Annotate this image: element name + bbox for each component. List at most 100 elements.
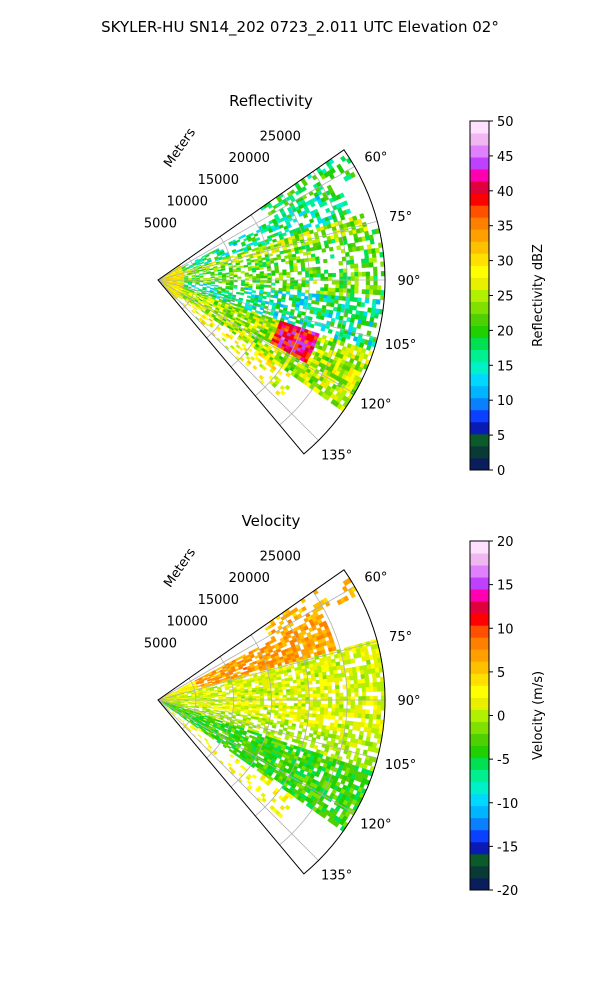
echo-cell [207, 681, 213, 684]
echo-cell [284, 384, 291, 391]
echo-cell [329, 674, 335, 679]
echo-cell [334, 711, 340, 717]
echo-cell [210, 696, 215, 699]
echo-cell [256, 695, 261, 699]
echo-cell [197, 739, 202, 744]
echo-cell [249, 232, 255, 237]
echo-cell [300, 715, 305, 720]
echo-cell [191, 275, 196, 278]
echo-cell [212, 711, 218, 715]
echo-cell [301, 700, 306, 704]
echo-cell [289, 688, 295, 693]
echo-cell [323, 714, 328, 719]
echo-cell [263, 275, 268, 279]
echo-cell [349, 259, 355, 265]
echo-cell [262, 263, 268, 268]
echo-cell [297, 694, 302, 698]
colorbar-swatch [470, 661, 489, 674]
echo-cell [371, 252, 377, 259]
echo-cell [229, 753, 235, 759]
echo-cell [191, 309, 196, 314]
colorbar-swatch [470, 133, 489, 146]
echo-cell [312, 700, 318, 705]
azimuth-tick-label: 60° [364, 151, 387, 166]
echo-cell [327, 273, 333, 278]
echo-cell [319, 710, 325, 715]
echo-cell [316, 290, 321, 295]
echo-cell [305, 280, 310, 284]
echo-cell [312, 273, 318, 278]
echo-cell [197, 684, 202, 688]
colorbar-swatch [470, 457, 489, 471]
echo-cell [274, 689, 280, 694]
echo-cell [312, 703, 318, 708]
echo-cell [359, 245, 365, 251]
echo-cell [316, 700, 321, 705]
echo-cell [259, 280, 265, 283]
echo-cell [323, 686, 329, 691]
echo-cell [342, 684, 348, 690]
echo-cell [244, 250, 249, 255]
echo-cell [365, 293, 370, 299]
colorbar-swatch [470, 613, 489, 626]
colorbar-swatch [470, 589, 489, 602]
echo-cell [252, 280, 257, 283]
echo-cell [248, 696, 253, 699]
echo-cell [250, 259, 255, 263]
echo-cell [311, 713, 317, 718]
echo-cell [380, 271, 385, 277]
echo-cell [342, 708, 348, 713]
echo-cell [199, 694, 204, 696]
azimuth-tick-label: 90° [397, 274, 420, 289]
echo-cell [330, 677, 336, 683]
echo-cell [312, 280, 318, 285]
echo-cell [365, 700, 371, 706]
echo-cell [323, 736, 329, 742]
echo-cell [350, 688, 355, 693]
echo-cell [270, 270, 276, 274]
radial-tick-label: 10000 [167, 195, 208, 210]
echo-cell [373, 271, 378, 277]
echo-cell [285, 260, 290, 265]
echo-cell [172, 698, 178, 700]
echo-cell [259, 275, 265, 279]
azimuth-gridline [157, 279, 378, 340]
echo-cell [346, 700, 352, 706]
colorbar-swatch [470, 601, 489, 614]
echo-cell [229, 703, 234, 706]
echo-cell [247, 291, 253, 295]
echo-cell [327, 685, 332, 691]
echo-cell [375, 719, 381, 725]
echo-cell [197, 733, 202, 738]
echo-cell [350, 272, 355, 277]
echo-cell [327, 714, 332, 720]
echo-cell [199, 698, 204, 700]
echo-cell [373, 285, 378, 291]
echo-cell [336, 245, 342, 251]
echo-cell [221, 268, 226, 271]
echo-cell [282, 269, 287, 273]
echo-cell [284, 255, 289, 259]
echo-cell [229, 273, 234, 276]
colorbar-swatch [470, 145, 489, 158]
echo-cell [352, 305, 358, 311]
echo-cell [335, 685, 340, 690]
echo-cell [305, 690, 310, 695]
echo-cell [305, 270, 310, 275]
echo-cell [327, 689, 333, 694]
echo-cell [217, 287, 222, 290]
echo-cell [369, 700, 374, 706]
echo-cell [299, 301, 305, 306]
colorbar-tick-label: 5 [497, 429, 505, 444]
echo-cell [250, 356, 256, 362]
echo-cell [234, 340, 239, 345]
colorbar-tick-label: -15 [497, 840, 518, 855]
echo-cell [229, 276, 234, 279]
echo-cell [205, 290, 210, 293]
echo-cell [285, 371, 291, 378]
azimuth-tick-label: 105° [385, 758, 416, 773]
echo-cell [300, 292, 306, 297]
echo-cell [361, 713, 366, 719]
echo-cell [288, 297, 294, 301]
echo-cell [263, 284, 268, 288]
